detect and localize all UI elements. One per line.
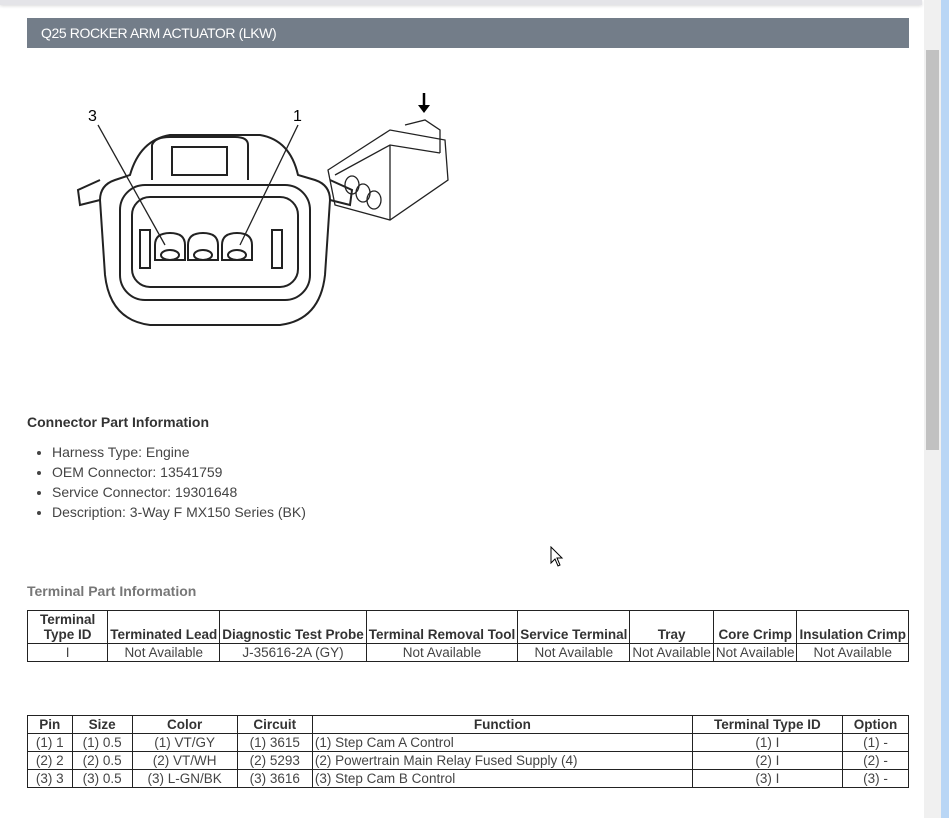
table-cell: Not Available <box>517 643 631 662</box>
column-header: Service Terminal <box>517 610 631 644</box>
table-cell: Not Available <box>712 643 798 662</box>
connector-info-title: Connector Part Information <box>27 414 210 430</box>
table-cell: Not Available <box>796 643 909 662</box>
table-row: I Not Available J-35616-2A (GY) Not Avai… <box>26 643 909 662</box>
table-cell: J-35616-2A (GY) <box>219 643 367 662</box>
arrow-down-icon <box>418 93 430 113</box>
table-row: (1) 1 (1) 0.5 (1) VT/GY (1) 3615 (1) Ste… <box>27 733 910 752</box>
column-header: Function <box>311 715 693 734</box>
pin-cavity-2 <box>187 231 219 261</box>
pin-cavity-3 <box>154 231 186 261</box>
column-header: Core Crimp <box>712 610 798 644</box>
column-header: Option <box>841 715 910 734</box>
table-cell: (2) I <box>691 751 843 770</box>
column-header: Pin <box>27 715 73 734</box>
column-header: Terminated Lead <box>107 610 221 644</box>
table-cell: (2) 0.5 <box>71 751 133 770</box>
column-header: Color <box>131 715 238 734</box>
connector-title: Q25 ROCKER ARM ACTUATOR (LKW) <box>41 25 277 41</box>
table-cell: (1) 0.5 <box>71 733 133 752</box>
terminal-table: Terminal Type ID Terminated Lead Diagnos… <box>26 610 909 662</box>
table-cell: Not Available <box>365 643 519 662</box>
top-bar <box>0 0 922 5</box>
list-item: Description: 3-Way F MX150 Series (BK) <box>52 502 306 522</box>
list-item: Service Connector: 19301648 <box>52 482 306 502</box>
column-header: Size <box>71 715 133 734</box>
table-cell: I <box>26 643 109 662</box>
table-cell: (1) I <box>691 733 843 752</box>
table-cell: (2) 2 <box>27 751 73 770</box>
table-cell: Not Available <box>107 643 221 662</box>
table-cell: (1) 1 <box>27 733 73 752</box>
connector-diagram: 3 1 <box>76 93 449 326</box>
pin-label-3: 3 <box>88 108 97 125</box>
table-cell: (2) - <box>841 751 910 770</box>
terminal-info-title: Terminal Part Information <box>27 583 197 599</box>
table-cell: (1) VT/GY <box>131 733 238 752</box>
list-item: OEM Connector: 13541759 <box>52 462 306 482</box>
scrollbar-thumb[interactable] <box>926 50 939 450</box>
pin-cavity-1 <box>221 231 253 261</box>
window-edge <box>941 0 949 818</box>
column-header: Terminal Type ID <box>26 610 109 644</box>
table-cell: (2) Powertrain Main Relay Fused Supply (… <box>311 751 693 770</box>
column-header: Diagnostic Test Probe <box>219 610 367 644</box>
section-header: Q25 ROCKER ARM ACTUATOR (LKW) <box>27 18 909 48</box>
table-row: (3) 3 (3) 0.5 (3) L-GN/BK (3) 3616 (3) S… <box>27 769 910 788</box>
table-cell: (3) I <box>691 769 843 788</box>
mouse-cursor-icon <box>550 546 564 567</box>
table-cell: Not Available <box>629 643 714 662</box>
table-cell: (3) 0.5 <box>71 769 133 788</box>
table-header-row: Terminal Type ID Terminated Lead Diagnos… <box>26 610 909 644</box>
table-cell: (1) - <box>841 733 910 752</box>
pin-label-1: 1 <box>293 108 302 125</box>
table-cell: (3) 3 <box>27 769 73 788</box>
connector-3d-view <box>327 119 449 221</box>
table-cell: (1) Step Cam A Control <box>311 733 693 752</box>
table-cell: (2) VT/WH <box>131 751 238 770</box>
column-header: Insulation Crimp <box>796 610 909 644</box>
column-header: Circuit <box>236 715 313 734</box>
column-header: Terminal Removal Tool <box>365 610 519 644</box>
table-cell: (3) L-GN/BK <box>131 769 238 788</box>
table-cell: (3) 3616 <box>236 769 313 788</box>
connector-info-list: Harness Type: Engine OEM Connector: 1354… <box>27 442 306 522</box>
table-row: (2) 2 (2) 0.5 (2) VT/WH (2) 5293 (2) Pow… <box>27 751 910 770</box>
list-item: Harness Type: Engine <box>52 442 306 462</box>
table-cell: (1) 3615 <box>236 733 313 752</box>
table-header-row: Pin Size Color Circuit Function Terminal… <box>27 715 910 734</box>
column-header: Tray <box>629 610 714 644</box>
table-cell: (2) 5293 <box>236 751 313 770</box>
pin-table: Pin Size Color Circuit Function Terminal… <box>27 715 910 788</box>
table-cell: (3) Step Cam B Control <box>311 769 693 788</box>
table-cell: (3) - <box>841 769 910 788</box>
column-header: Terminal Type ID <box>691 715 843 734</box>
